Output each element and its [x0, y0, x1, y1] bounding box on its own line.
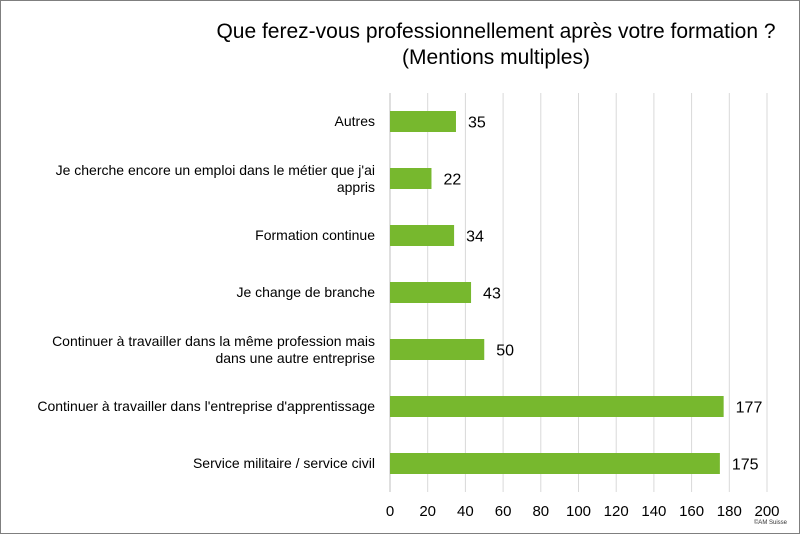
y-category-label-line: dans une autre entreprise [215, 349, 375, 366]
y-category-label-line: Je change de branche [236, 284, 375, 300]
copyright-credit: ©AM Suisse [753, 520, 787, 526]
x-tick-label: 40 [457, 503, 474, 520]
y-category-label-line: Formation continue [255, 227, 375, 243]
bar [390, 396, 724, 417]
x-tick-label: 200 [754, 503, 779, 520]
x-tick-label: 80 [532, 503, 549, 520]
bar [390, 339, 485, 360]
bar [390, 453, 720, 474]
y-category-label: Continuer à travailler dans la même prof… [5, 333, 375, 367]
x-tick-label: 180 [717, 503, 742, 520]
data-label: 43 [483, 286, 501, 303]
data-label: 35 [468, 115, 486, 132]
chart-title-line: Que ferez-vous professionnellement après… [216, 20, 776, 43]
data-label: 22 [443, 172, 461, 189]
y-category-label-line: Continuer à travailler dans la même prof… [52, 332, 375, 349]
x-tick-label: 0 [386, 503, 394, 520]
bar [390, 168, 432, 189]
data-label: 50 [496, 343, 514, 360]
chart-subtitle: (Mentions multiples) [402, 46, 590, 69]
y-category-label: Je change de branche [5, 284, 375, 301]
y-category-label: Je cherche encore un emploi dans le méti… [5, 162, 375, 196]
y-category-label-line: Continuer à travailler dans l'entreprise… [37, 398, 375, 414]
y-category-label: Autres [5, 113, 375, 130]
y-category-label-line: appris [336, 178, 375, 195]
x-tick-label: 60 [495, 503, 512, 520]
x-tick-label: 100 [566, 503, 591, 520]
y-category-label-line: Je cherche encore un emploi dans le méti… [55, 161, 375, 178]
y-category-label: Formation continue [5, 227, 375, 244]
data-label: 34 [466, 229, 484, 246]
y-category-label-line: Service militaire / service civil [192, 455, 375, 471]
chart-title: Que ferez-vous professionnellement après… [151, 19, 800, 71]
data-label: 177 [736, 400, 763, 417]
y-category-label: Continuer à travailler dans l'entreprise… [5, 398, 375, 415]
bar [390, 282, 472, 303]
x-tick-label: 120 [604, 503, 629, 520]
x-tick-label: 160 [679, 503, 704, 520]
x-tick-label: 140 [641, 503, 666, 520]
data-label: 175 [732, 457, 759, 474]
y-category-label-line: Autres [334, 113, 375, 129]
bar [390, 111, 456, 132]
bar [390, 225, 455, 246]
x-tick-label: 20 [419, 503, 436, 520]
y-category-label: Service militaire / service civil [5, 455, 375, 472]
